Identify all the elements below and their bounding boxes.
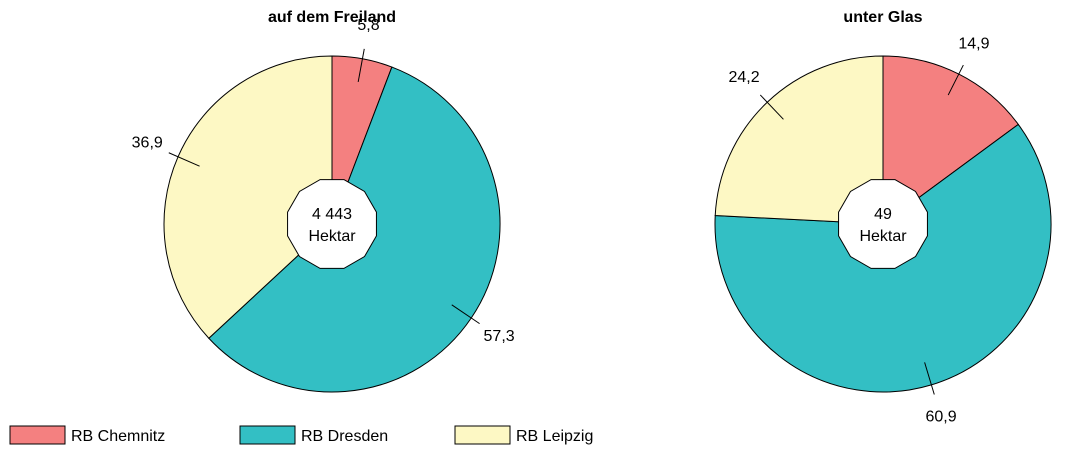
- chart-title: auf dem Freiland: [268, 9, 396, 26]
- leader-line: [759, 94, 784, 120]
- chart-title: unter Glas: [843, 9, 922, 26]
- center-hole: [838, 179, 928, 269]
- data-label: 57,3: [484, 328, 515, 345]
- legend-swatch: [454, 425, 511, 445]
- data-label: 14,9: [958, 35, 989, 52]
- legend-label: RB Dresden: [301, 428, 388, 445]
- leader-line: [924, 362, 935, 395]
- center-hole: [287, 179, 377, 269]
- data-label: 5,8: [357, 17, 379, 34]
- leader-line: [947, 64, 964, 96]
- legend-label: RB Leipzig: [516, 428, 593, 445]
- legend-swatch: [239, 425, 296, 445]
- center-label: Hektar: [859, 228, 907, 245]
- leader-line: [451, 304, 480, 325]
- data-label: 36,9: [132, 135, 163, 152]
- leader-line: [357, 48, 365, 83]
- data-label: 60,9: [925, 408, 956, 425]
- leader-line: [168, 152, 200, 167]
- center-label: 4 443: [312, 206, 352, 223]
- legend-label: RB Chemnitz: [71, 428, 165, 445]
- center-label: Hektar: [308, 228, 356, 245]
- data-label: 24,2: [729, 69, 760, 86]
- legend-swatch: [9, 425, 66, 445]
- center-label: 49: [874, 206, 892, 223]
